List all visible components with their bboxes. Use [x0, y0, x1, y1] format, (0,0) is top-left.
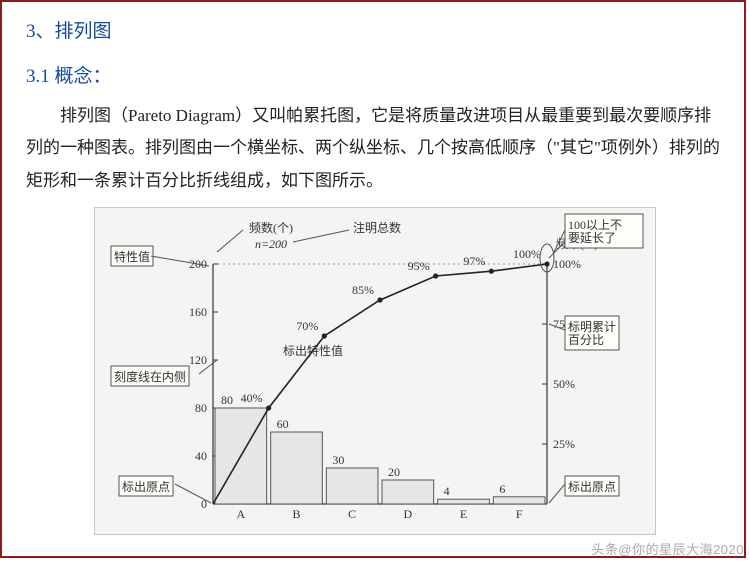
svg-text:D: D	[403, 507, 412, 521]
svg-text:50%: 50%	[553, 377, 575, 391]
svg-text:E: E	[460, 507, 467, 521]
svg-text:标出原点: 标出原点	[568, 480, 616, 494]
svg-text:80: 80	[195, 401, 207, 415]
svg-text:6: 6	[499, 482, 505, 496]
svg-text:百分比: 百分比	[568, 333, 604, 347]
svg-text:标出原点: 标出原点	[122, 480, 170, 494]
chart-svg: 0408012016020025%50%75%100%A80B60C30D20E…	[95, 208, 655, 534]
svg-text:A: A	[236, 507, 245, 521]
svg-text:120: 120	[189, 353, 207, 367]
svg-text:C: C	[348, 507, 356, 521]
svg-text:20: 20	[388, 465, 400, 479]
svg-text:特性值: 特性值	[114, 249, 150, 264]
svg-text:4: 4	[444, 484, 450, 498]
svg-text:70%: 70%	[296, 319, 318, 333]
svg-text:97%: 97%	[463, 254, 485, 268]
svg-text:F: F	[516, 507, 523, 521]
watermark: 头条@你的星辰大海2020	[591, 539, 744, 558]
svg-text:B: B	[292, 507, 300, 521]
svg-text:标明累计: 标明累计	[568, 320, 616, 334]
svg-text:80: 80	[221, 393, 233, 407]
pareto-chart: 0408012016020025%50%75%100%A80B60C30D20E…	[94, 207, 656, 535]
svg-text:160: 160	[189, 305, 207, 319]
svg-text:60: 60	[277, 417, 289, 431]
svg-text:n=200: n=200	[255, 237, 287, 251]
svg-text:30: 30	[332, 453, 344, 467]
svg-text:标出特性值: 标出特性值	[283, 343, 343, 358]
svg-text:100%: 100%	[553, 257, 581, 271]
svg-text:40%: 40%	[241, 391, 263, 405]
svg-text:刻度线在内侧: 刻度线在内侧	[114, 369, 186, 384]
svg-text:100以上不: 100以上不	[568, 218, 622, 232]
svg-text:85%: 85%	[352, 283, 374, 297]
svg-text:要延长了: 要延长了	[568, 231, 616, 245]
svg-text:100%: 100%	[513, 247, 541, 261]
svg-text:频数(个): 频数(个)	[249, 220, 293, 235]
svg-text:95%: 95%	[408, 259, 430, 273]
svg-text:注明总数: 注明总数	[353, 220, 401, 235]
svg-text:25%: 25%	[553, 437, 575, 451]
svg-text:40: 40	[195, 449, 207, 463]
